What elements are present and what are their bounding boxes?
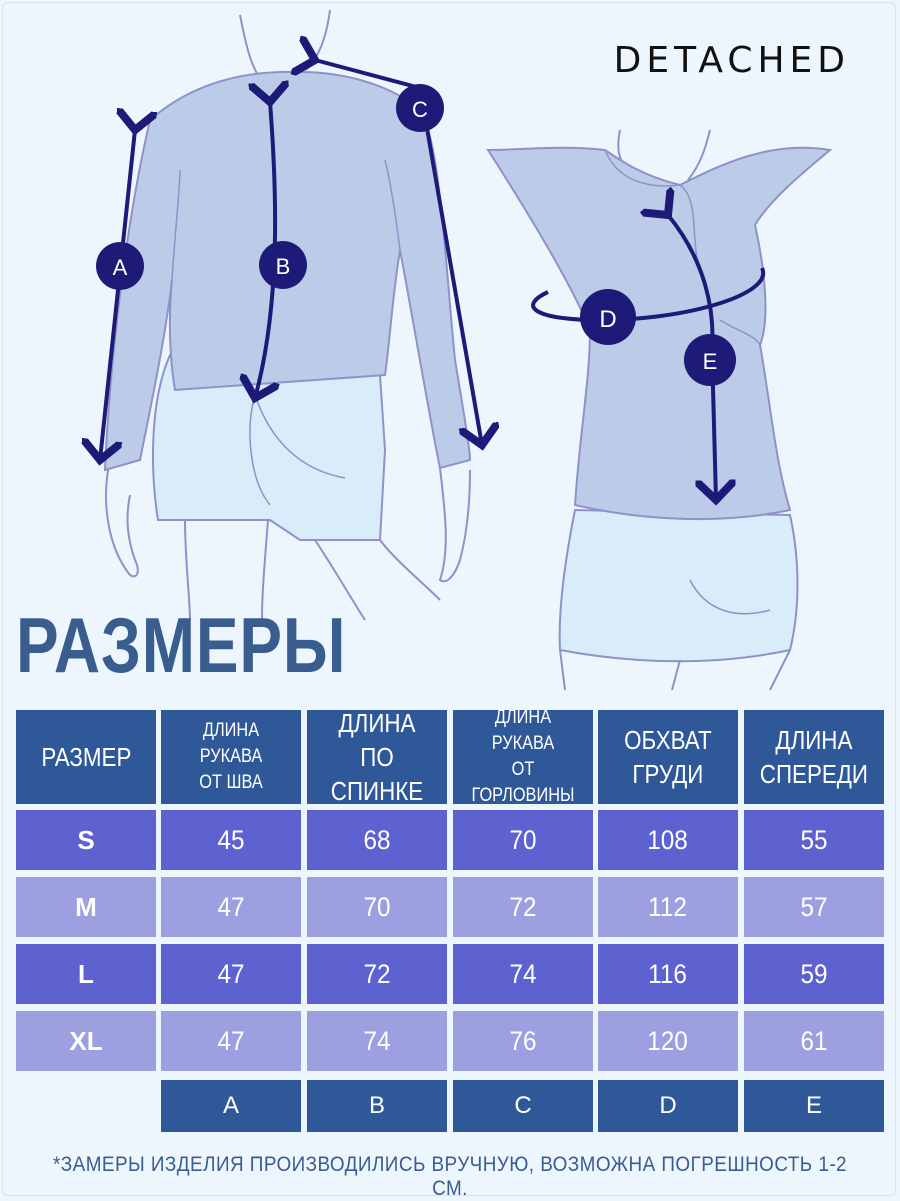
value-cell: 59 [744,944,884,1004]
size-cell: M [16,877,156,937]
header-cell-back-length: ДЛИНА ПО СПИНКЕ [307,708,447,806]
header-cell-front-length: ДЛИНА СПЕРЕДИ [744,710,884,804]
header-cell-sleeve-seam: ДЛИНА РУКАВА ОТ ШВА [161,710,301,804]
marker-a-label: A [113,255,128,280]
header-label: ОТ ГОРЛОВИНЫ [471,759,575,806]
page-title: РАЗМЕРЫ [16,601,347,689]
value-cell: 70 [453,810,593,870]
table-row: M 47 70 72 112 57 [16,877,884,937]
value-cell: 116 [598,944,738,1004]
value-cell: 45 [161,810,301,870]
table-row: S 45 68 70 108 55 [16,810,884,870]
footer-cell: B [307,1080,447,1132]
value-cell: 120 [598,1011,738,1071]
marker-e: E [684,334,736,386]
arrow-a [100,130,135,460]
value-cell: 55 [744,810,884,870]
marker-d: D [580,289,636,345]
header-cell-sleeve-neck: ДЛИНА РУКАВА ОТ ГОРЛОВИНЫ [453,707,593,806]
header-cell-size: РАЗМЕР [16,710,156,804]
value-cell: 72 [307,944,447,1004]
header-label: СПЕРЕДИ [759,759,869,789]
measurement-note: *ЗАМЕРЫ ИЗДЕЛИЯ ПРОИЗВОДИЛИСЬ ВРУЧНУЮ, В… [52,1153,848,1200]
footer-cell: C [453,1080,593,1132]
size-cell: L [16,944,156,1004]
header-label: ОБХВАТ [624,725,712,755]
table-row: L 47 72 74 116 59 [16,944,884,1004]
value-cell: 70 [307,877,447,937]
value-cell: 57 [744,877,884,937]
brand-logo: DETACHED [613,40,850,81]
size-cell: S [16,810,156,870]
header-label: ПО СПИНКЕ [330,742,424,806]
marker-e-label: E [703,349,718,374]
marker-c-label: C [412,97,428,122]
footer-cell: E [744,1080,884,1132]
table-row: XL 47 74 76 120 61 [16,1011,884,1071]
header-label: ДЛИНА РУКАВА [491,707,555,754]
header-label: ГРУДИ [632,759,704,789]
garment-illustration: A B C D E [0,9,833,691]
value-cell: 108 [598,810,738,870]
value-cell: 47 [161,877,301,937]
value-cell: 72 [453,877,593,937]
header-label: ОТ ШВА [199,772,263,793]
value-cell: 74 [453,944,593,1004]
header-label: РАЗМЕР [40,742,132,772]
value-cell: 68 [307,810,447,870]
header-cell-chest: ОБХВАТ ГРУДИ [598,710,738,804]
value-cell: 112 [598,877,738,937]
value-cell: 47 [161,944,301,1004]
size-cell: XL [16,1011,156,1071]
marker-a: A [96,242,144,290]
footer-cell: D [598,1080,738,1132]
footer-cell: A [161,1080,301,1132]
header-label: ДЛИНА [338,708,416,738]
front-view-figure [486,129,833,691]
marker-b-label: B [276,254,291,279]
value-cell: 76 [453,1011,593,1071]
marker-d-label: D [599,306,616,333]
header-label: ДЛИНА [775,725,853,755]
marker-c: C [396,84,444,132]
value-cell: 74 [307,1011,447,1071]
marker-b: B [259,241,307,289]
value-cell: 61 [744,1011,884,1071]
header-label: ДЛИНА РУКАВА [199,720,263,767]
value-cell: 47 [161,1011,301,1071]
table-footer-row: A B C D E [16,1080,884,1132]
table-header-row: РАЗМЕР ДЛИНА РУКАВА ОТ ШВА ДЛИНА ПО СПИНКЕ… [16,707,884,806]
